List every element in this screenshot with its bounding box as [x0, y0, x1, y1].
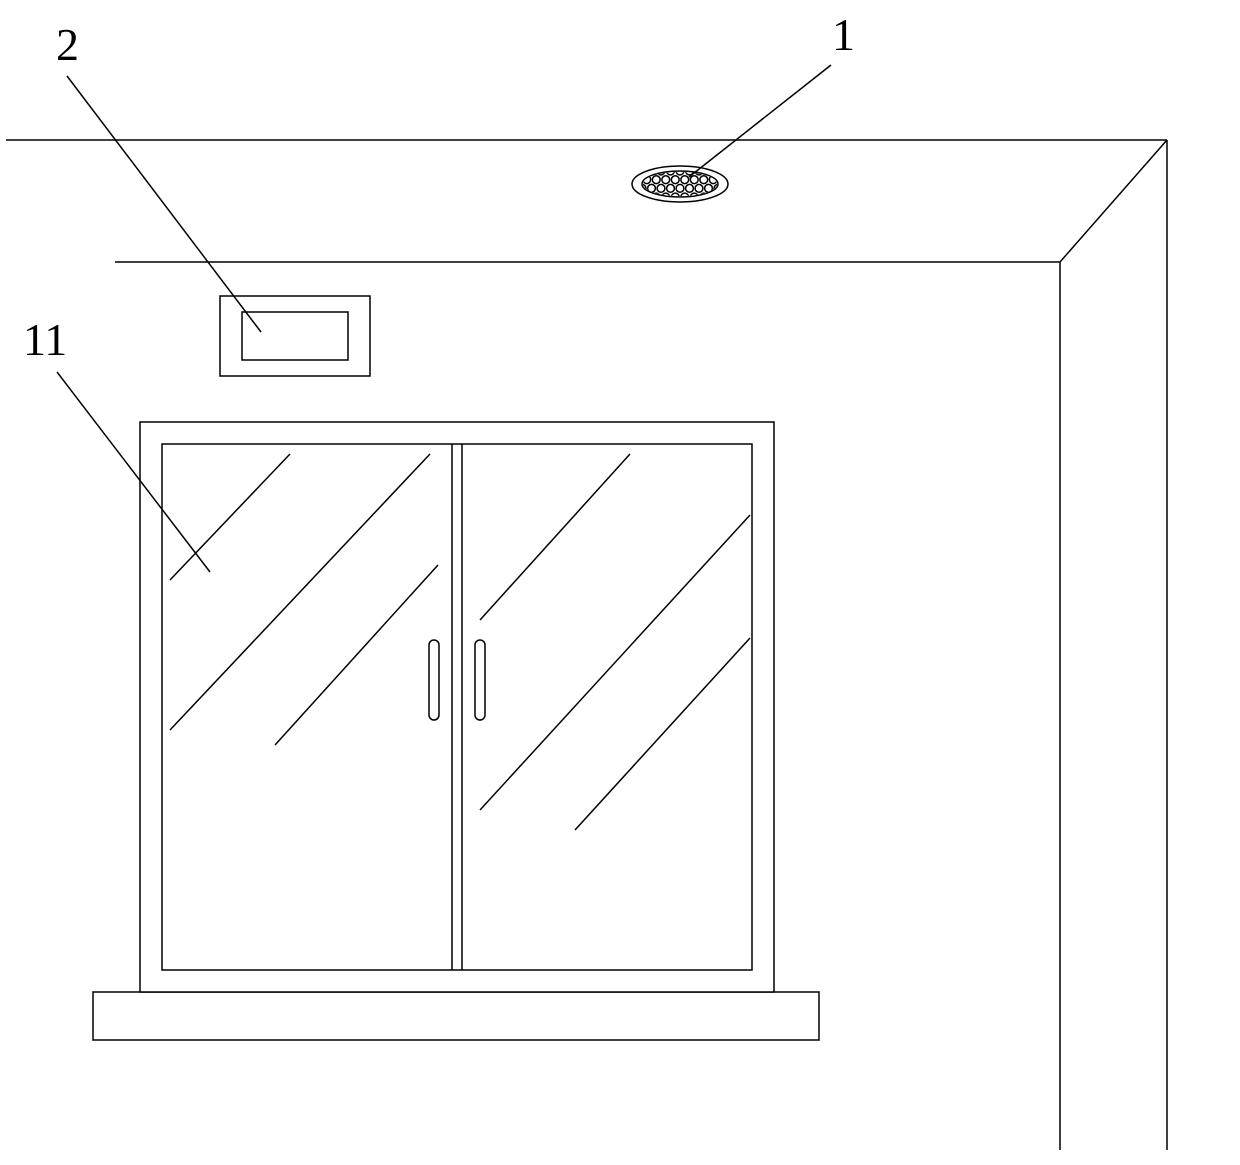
- callout-label-l1: 1: [832, 9, 855, 60]
- leader-line-l2: [67, 76, 261, 332]
- leader-line-l1: [689, 65, 831, 177]
- window-sill: [93, 992, 819, 1040]
- callout-label-l11: 11: [23, 314, 67, 365]
- window-frame-outer: [140, 422, 774, 992]
- wall-panel-inner: [242, 312, 348, 360]
- callout-label-l2: 2: [56, 19, 79, 70]
- ceiling-right-diagonal: [1060, 140, 1167, 262]
